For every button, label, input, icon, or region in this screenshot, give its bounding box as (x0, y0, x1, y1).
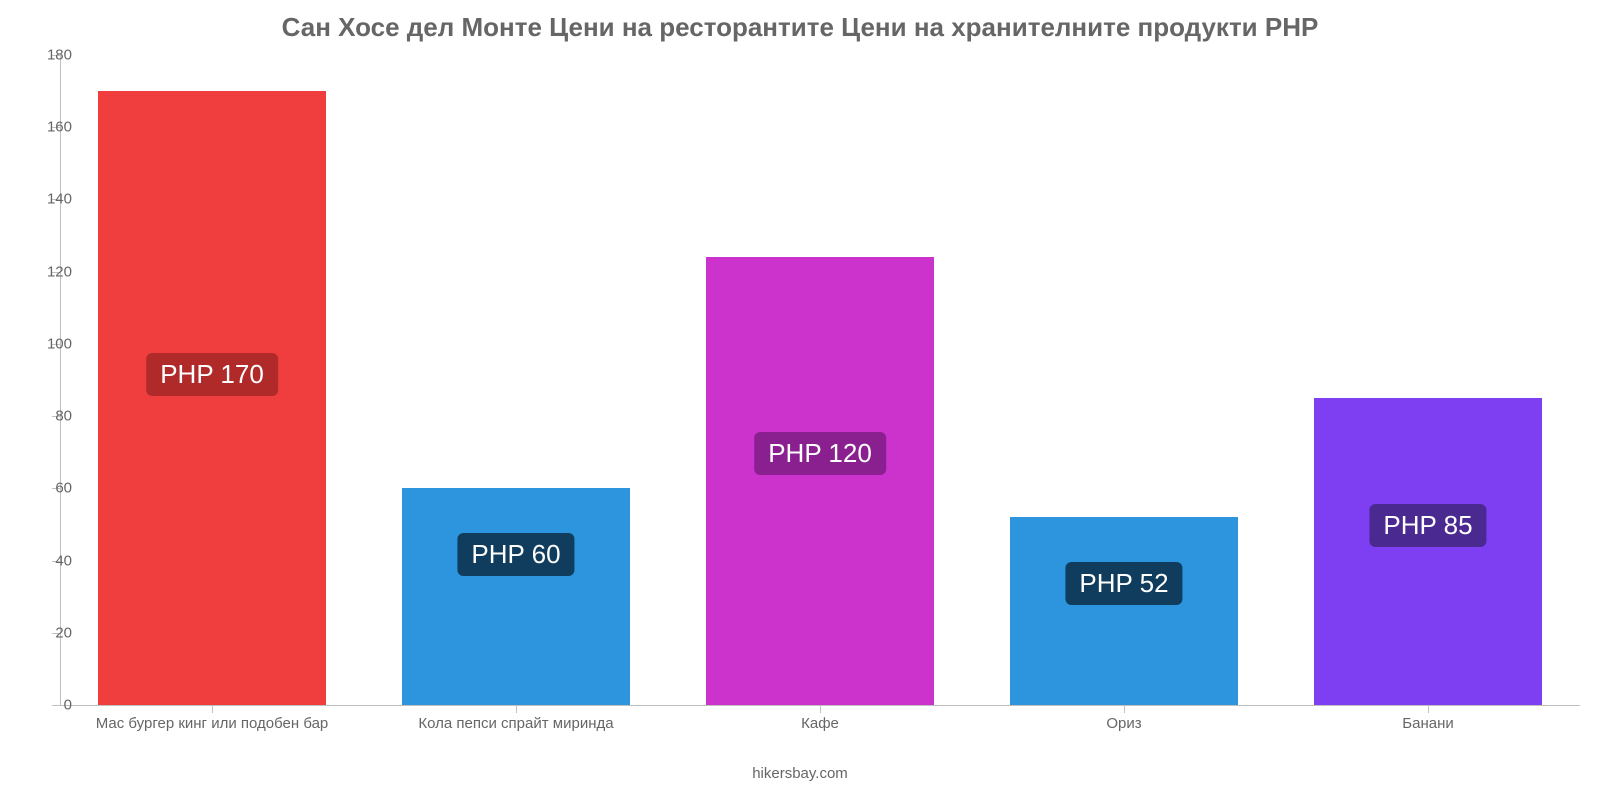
x-tick-mark (1428, 705, 1429, 713)
x-category-label: Кола пепси спрайт миринда (418, 715, 613, 732)
bar (402, 488, 630, 705)
bar (1314, 398, 1542, 705)
x-tick-mark (212, 705, 213, 713)
y-tick-label: 20 (22, 624, 72, 641)
bar-value-badge: PHP 60 (457, 533, 574, 576)
y-tick-label: 80 (22, 408, 72, 425)
y-tick-label: 60 (22, 480, 72, 497)
y-tick-label: 160 (22, 119, 72, 136)
y-tick-label: 140 (22, 191, 72, 208)
plot-area: PHP 170Мас бургер кинг или подобен барPH… (60, 55, 1580, 705)
y-tick-label: 40 (22, 552, 72, 569)
bar-value-badge: PHP 170 (146, 353, 278, 396)
y-tick-label: 180 (22, 47, 72, 64)
y-tick-label: 0 (22, 697, 72, 714)
y-tick-label: 120 (22, 263, 72, 280)
x-tick-mark (1124, 705, 1125, 713)
bar-value-badge: PHP 52 (1065, 562, 1182, 605)
bar (98, 91, 326, 705)
bar (1010, 517, 1238, 705)
x-category-label: Мас бургер кинг или подобен бар (96, 715, 329, 732)
bar-value-badge: PHP 85 (1369, 504, 1486, 547)
x-category-label: Банани (1402, 715, 1453, 732)
x-tick-mark (820, 705, 821, 713)
y-axis (60, 55, 61, 705)
price-bar-chart: Сан Хосе дел Монте Цени на ресторантите … (0, 0, 1600, 800)
bar (706, 257, 934, 705)
x-category-label: Кафе (801, 715, 839, 732)
chart-title: Сан Хосе дел Монте Цени на ресторантите … (0, 12, 1600, 43)
bar-value-badge: PHP 120 (754, 432, 886, 475)
y-tick-label: 100 (22, 335, 72, 352)
x-tick-mark (516, 705, 517, 713)
x-category-label: Ориз (1106, 715, 1141, 732)
chart-footer: hikersbay.com (0, 765, 1600, 782)
